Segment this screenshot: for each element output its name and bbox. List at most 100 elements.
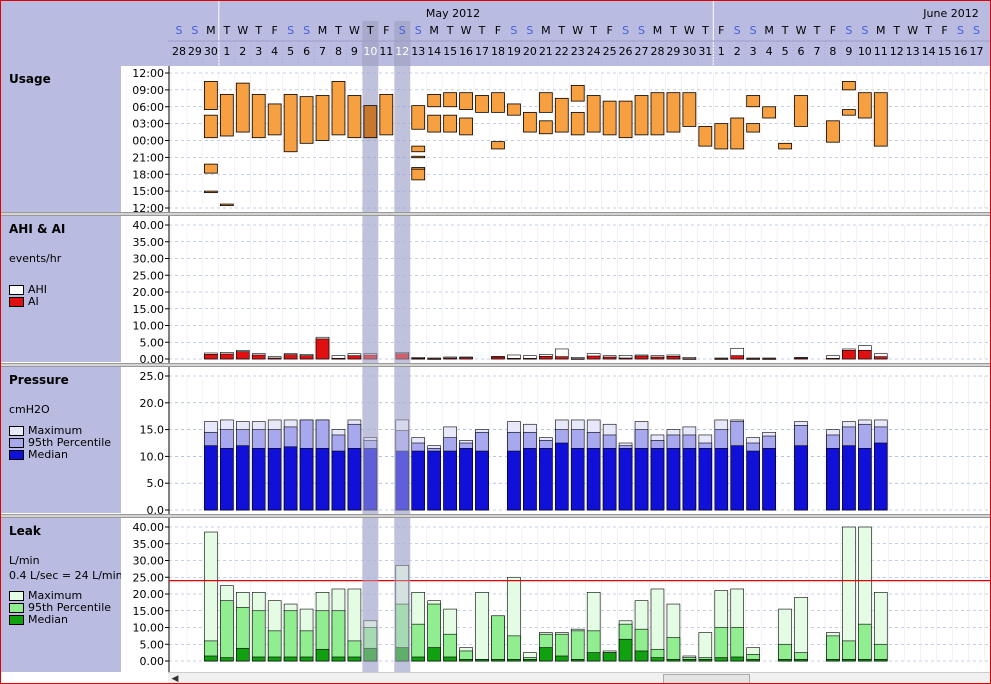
usage-session-bar: [570, 84, 585, 102]
y-tick-label: 25.0: [140, 370, 165, 383]
scrollbar-thumb[interactable]: [663, 674, 750, 683]
leak-median-bar: [459, 659, 473, 662]
ahi_ai-ai-bar: [666, 356, 681, 360]
usage-session-bar: [411, 145, 426, 153]
day-of-week-label: S: [750, 24, 757, 37]
day-of-week-label: T: [334, 24, 342, 37]
day-of-week-label: M: [541, 24, 551, 37]
ahi-legend-label: AHI: [28, 283, 48, 296]
day-number-label: 13: [411, 45, 425, 58]
y-tick-label: 30.00: [133, 555, 165, 568]
ahi_ai-ai-bar: [586, 355, 601, 360]
day-number-label: 15: [443, 45, 457, 58]
panel-splitter[interactable]: [1, 212, 990, 216]
day-number-label: 22: [555, 45, 569, 58]
usage-session-bar: [251, 93, 266, 139]
day-number-label: 7: [813, 45, 820, 58]
leak-95th-percentile-bar: [299, 630, 314, 662]
leak-median-swatch: [9, 615, 24, 625]
y-tick-label: 15.0: [140, 424, 165, 437]
leak-median-bar: [698, 659, 713, 662]
y-tick-label: 09:00: [132, 84, 164, 97]
y-tick-label: 06:00: [132, 101, 164, 114]
day-number-label: 31: [698, 45, 712, 58]
ahi_ai-ai-bar: [331, 358, 346, 360]
day-number-label: 26: [619, 45, 633, 58]
usage-session-bar: [347, 95, 362, 139]
scroll-left-arrow-icon[interactable]: ◀: [171, 674, 179, 684]
selected-day-band: [394, 66, 411, 212]
pressure-median-bar: [347, 448, 362, 511]
leak-median-bar: [299, 656, 314, 662]
selected-day-highlight: [362, 21, 379, 66]
day-number-label: 29: [188, 45, 202, 58]
pressure-median-bar: [315, 448, 330, 511]
ahi_ai-ai-bar: [395, 353, 410, 360]
ahi_ai-ai-bar: [618, 357, 633, 360]
pressure-median-bar: [666, 448, 681, 511]
y-tick-label: 10.00: [133, 622, 165, 635]
day-number-label: 5: [782, 45, 789, 58]
day-of-week-label: F: [941, 24, 947, 37]
leak-legend: Maximum 95th Percentile Median: [9, 590, 111, 626]
day-of-week-label: S: [973, 24, 980, 37]
day-number-label: 11: [379, 45, 393, 58]
ahi-swatch: [9, 285, 24, 295]
day-number-label: 8: [829, 45, 836, 58]
panel-splitter[interactable]: [1, 514, 990, 518]
usage-session-bar: [666, 92, 681, 133]
day-number-label: 3: [255, 45, 262, 58]
y-tick-label: 12:00: [132, 67, 164, 80]
ahi_ai-ai-bar: [873, 356, 888, 360]
leak-median-bar: [586, 652, 601, 662]
usage-title: Usage: [9, 72, 51, 86]
pressure-median-bar: [427, 450, 441, 511]
usage-session-bar: [602, 100, 617, 136]
ahi_ai-ai-bar: [826, 358, 840, 360]
day-of-week-label: T: [781, 24, 789, 37]
leak-median-bar: [507, 659, 521, 662]
ahi_ai-ai-bar: [570, 358, 585, 360]
leak-median-bar: [251, 656, 266, 662]
day-number-label: 6: [798, 45, 805, 58]
y-tick-label: 5.00: [140, 638, 165, 651]
leak-median-bar: [794, 659, 808, 662]
pressure-max-swatch: [9, 426, 24, 436]
leak-95th-percentile-bar: [666, 637, 681, 662]
day-of-week-label: W: [796, 24, 807, 37]
day-of-week-label: F: [272, 24, 278, 37]
ahi-unit: events/hr: [9, 252, 62, 265]
ahi_ai-ai-bar: [459, 357, 473, 360]
usage-chart[interactable]: 12:00 09:00 06:00 03:00 00:00 21:00 18:00 15:00…: [121, 66, 990, 212]
pressure-legend-max: Maximum: [28, 424, 83, 437]
pressure-median-bar: [762, 448, 776, 511]
pressure-median-bar: [634, 448, 649, 511]
ahi-chart[interactable]: 40.00 35.00 30.00 25.00 20.00 15.00 10.00 5.00 0…: [121, 216, 990, 363]
horizontal-scrollbar[interactable]: ◀: [168, 672, 990, 684]
day-of-week-label: S: [622, 24, 629, 37]
leak-median-bar: [315, 648, 330, 662]
ahi-legend: AHI AI: [9, 284, 47, 308]
day-of-week-label: T: [557, 24, 565, 37]
leak-95th-percentile-bar: [220, 600, 234, 662]
y-tick-label: 15.00: [133, 303, 165, 316]
usage-session-bar: [873, 92, 888, 147]
pressure-median-bar: [299, 448, 314, 511]
leak-95th-percentile-bar: [714, 627, 729, 662]
day-number-label: 10: [363, 45, 377, 58]
panel-splitter[interactable]: [1, 363, 990, 367]
pressure-median-bar: [204, 445, 218, 511]
pressure-median-bar: [523, 448, 537, 511]
pressure-median-bar: [570, 448, 585, 511]
pressure-legend: Maximum 95th Percentile Median: [9, 425, 111, 461]
day-number-label: 2: [734, 45, 741, 58]
usage-session-bar: [778, 142, 792, 150]
pressure-chart[interactable]: 25.0 20.0 15.0 10.0 5.0 0.0: [121, 367, 990, 514]
leak-chart[interactable]: 40.00 35.00 30.00 25.00 20.00 15.00 10.00 5.00 0…: [121, 518, 990, 672]
day-number-label: 17: [969, 45, 983, 58]
y-tick-label: 40.00: [133, 521, 165, 534]
pressure-p95-swatch: [9, 438, 24, 448]
ahi_ai-ai-bar: [427, 358, 441, 360]
leak-median-bar: [682, 659, 697, 662]
usage-session-bar: [698, 126, 713, 147]
